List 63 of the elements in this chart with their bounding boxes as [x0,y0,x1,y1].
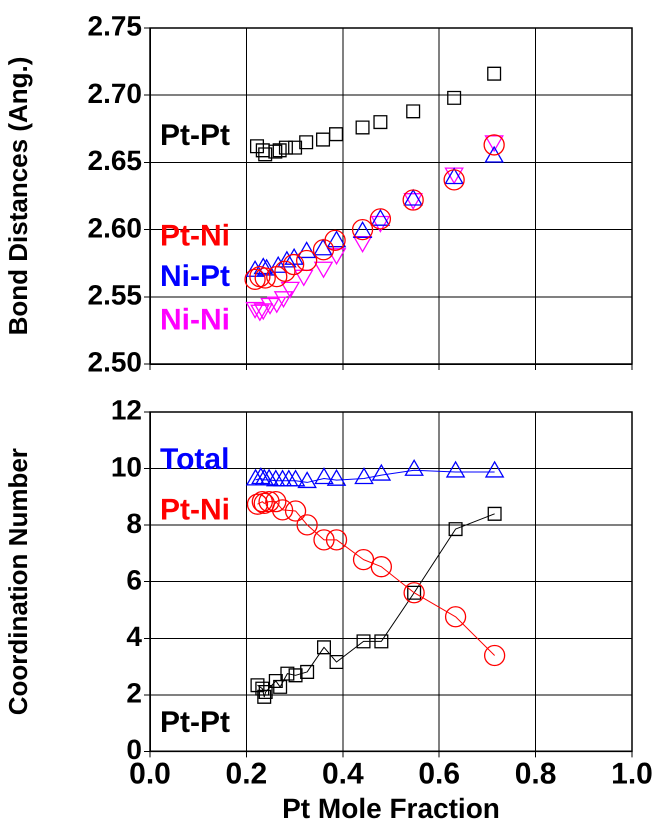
series-label: Ni-Pt [160,260,230,293]
y-tick-label: 10 [110,451,142,482]
point [485,461,504,478]
point [266,470,286,486]
point [356,634,371,648]
x-tick-label: 0.8 [514,758,556,791]
point [246,469,265,486]
point [372,464,391,481]
point [330,655,344,670]
point [352,548,374,570]
point [354,468,374,484]
series-label: Ni-Ni [160,304,230,337]
point [403,582,425,604]
point [286,470,305,486]
point [252,468,270,484]
point [300,664,314,679]
point [313,529,335,550]
point [444,606,466,628]
y-tick-label: 2.55 [88,280,142,311]
y-tick-label: 2.70 [88,78,142,109]
x-tick-label: 1.0 [611,758,653,791]
point [288,668,303,682]
point [316,640,332,654]
series-label: Total [160,442,230,476]
y-tick-label: 4 [126,620,142,652]
point [258,684,273,700]
y-tick-label: 2.60 [88,212,142,244]
y-tick-label: 2.65 [88,145,142,176]
series-label: Pt-Ni [160,494,230,527]
point [268,674,283,688]
point [374,634,388,648]
point [327,470,346,486]
point [254,469,274,486]
point [314,468,334,484]
y-tick-label: 2 [126,678,142,709]
point [446,461,465,478]
series-label: Pt-Pt [160,118,230,152]
x-tick-label: 0.6 [418,758,460,791]
point [257,690,272,704]
point [273,680,288,694]
series-label: Pt-Pt [160,706,230,739]
x-tick-label: 0.2 [226,758,268,791]
x-tick-label: 0.4 [322,758,364,791]
y-tick-label: 12 [110,394,142,426]
point [484,644,506,666]
y-axis-title: Bond Distances (Ang.) [2,56,33,336]
y-tick-label: 6 [126,564,142,596]
point [370,556,392,578]
point [404,460,424,476]
point [326,529,348,550]
series-label: Pt-Ni [160,220,230,253]
x-axis-title: Pt Mole Fraction [282,792,500,824]
point [280,470,298,486]
point [260,469,278,486]
point [298,472,316,488]
point [250,678,264,692]
point [280,666,294,681]
y-tick-label: 8 [126,508,142,539]
point [273,470,292,486]
y-axis-title: Coordination Number [2,448,33,716]
point [255,682,270,696]
y-tick-label: 2.75 [88,10,142,42]
y-tick-label: 2.50 [88,346,142,378]
